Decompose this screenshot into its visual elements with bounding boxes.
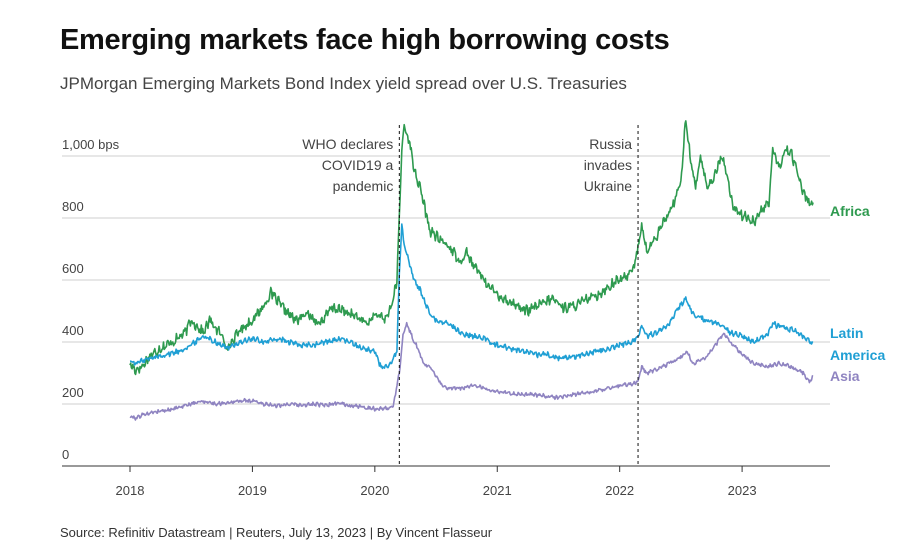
- y-axis-ticks: 0 200 400 600 800 1,000 bps: [62, 137, 120, 462]
- source-note: Source: Refinitiv Datastream | Reuters, …: [60, 525, 493, 540]
- series-line-asia: [129, 321, 814, 421]
- x-tick-label: 2019: [238, 483, 267, 498]
- series-label: America: [830, 347, 885, 363]
- x-tick-label: 2023: [728, 483, 757, 498]
- event-annotation-text: Russia: [589, 136, 632, 152]
- y-tick-label: 200: [62, 385, 84, 400]
- chart-title: Emerging markets face high borrowing cos…: [60, 24, 670, 56]
- x-tick-label: 2020: [360, 483, 389, 498]
- x-axis-ticks: 2018 2019 2020 2021 2022 2023: [116, 466, 757, 498]
- y-tick-label: 0: [62, 447, 69, 462]
- event-annotation-text: invades: [584, 157, 632, 173]
- gridlines: [62, 155, 830, 467]
- event-annotation-text: COVID19 a: [322, 157, 394, 173]
- series-lines: [129, 120, 814, 421]
- y-tick-label: 1,000 bps: [62, 137, 120, 152]
- series-label: Latin: [830, 325, 863, 341]
- series-label: Asia: [830, 368, 860, 384]
- series-line-latin-america: [129, 223, 814, 370]
- series-line-africa: [129, 120, 814, 376]
- event-annotation-text: pandemic: [333, 178, 394, 194]
- x-tick-label: 2021: [483, 483, 512, 498]
- x-tick-label: 2022: [605, 483, 634, 498]
- event-annotation-text: WHO declares: [302, 136, 393, 152]
- event-annotations: WHO declares COVID19 a pandemic Russia invad…: [302, 125, 639, 466]
- y-tick-label: 800: [62, 199, 84, 214]
- y-tick-label: 600: [62, 261, 84, 276]
- x-tick-label: 2018: [116, 483, 145, 498]
- series-end-labels: Africa Latin America Asia: [830, 203, 885, 384]
- y-tick-label: 400: [62, 323, 84, 338]
- chart-subtitle: JPMorgan Emerging Markets Bond Index yie…: [60, 74, 627, 93]
- event-annotation-text: Ukraine: [584, 178, 632, 194]
- series-label: Africa: [830, 203, 870, 219]
